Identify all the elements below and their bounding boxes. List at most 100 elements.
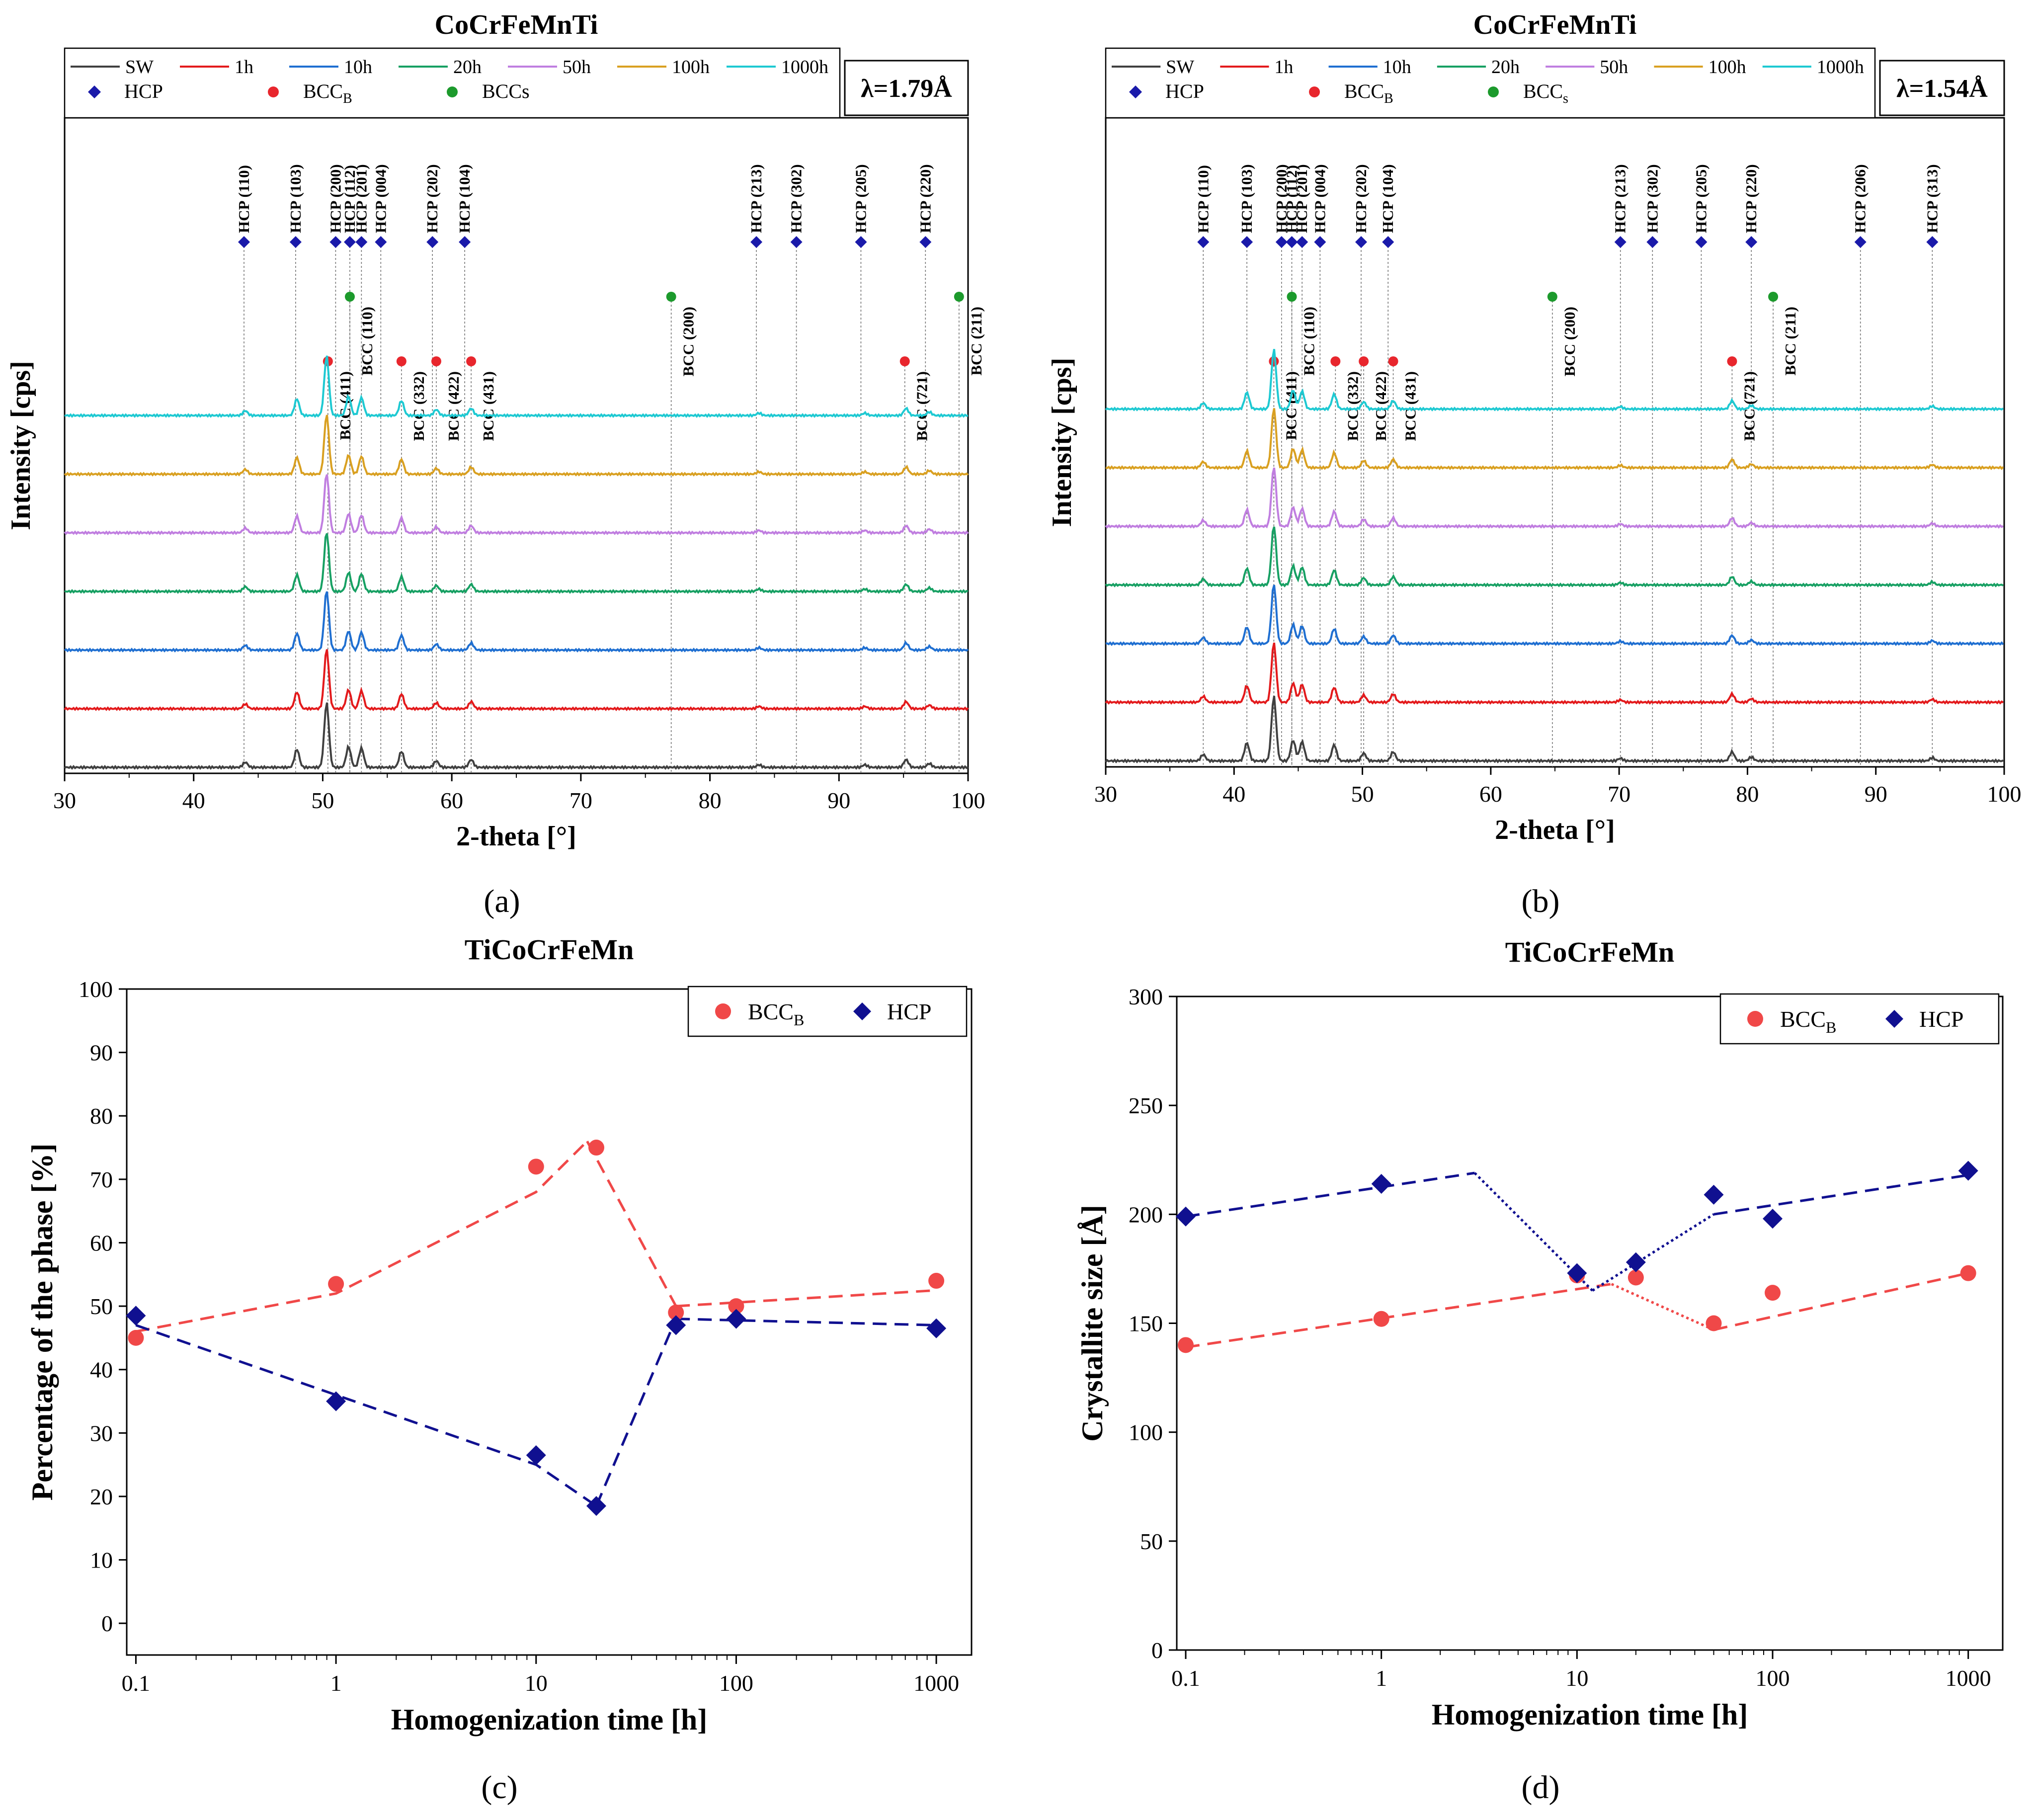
panel-d-crystallite-size-chart: TiCoCrFeMn 0 50 100 150 200 250 300 Crystallite … [1076,936,2004,1731]
x-tick-label: 1 [330,1670,342,1696]
trend-line-dashed [135,1140,588,1333]
hcp-label: HCP (200) [326,164,344,233]
x-tick-label: 10 [525,1670,548,1696]
x-tick-label: 1000 [913,1670,959,1696]
pattern-line-20h [64,533,969,594]
panel-label-b: (b) [1522,883,1560,919]
x-tick-label: 50 [1351,781,1374,807]
x-axis: 0.1 1 10 100 1000 [1171,1650,1991,1691]
point-bccb [1627,1269,1644,1286]
hcp-label: HCP (201) [352,164,370,233]
legend: BCCB HCP [1719,993,2000,1045]
point-hcp [1763,1209,1783,1229]
hcp-marker [289,236,302,248]
legend-marker-hcp [1885,1010,1903,1028]
legend-marker-bccB [268,86,279,97]
hcp-label: HCP (202) [423,164,441,233]
legend-marker-bccs [447,86,458,97]
hcp-marker [1854,236,1867,248]
hcp-marker [790,236,803,248]
legend-label: HCP [1919,1006,1963,1032]
x-tick-label: 50 [311,788,334,813]
legend-marker-bccb [1747,1011,1763,1027]
panel-label-a: (a) [484,883,520,919]
y-axis-label: Intensity [cps] [1047,358,1077,527]
hcp-marker [1382,236,1394,248]
bccb-marker [1359,356,1369,366]
bccs-marker [1768,292,1779,302]
pattern-line-SW [1105,695,2004,764]
y-axis-label: Percentage of the phase [%] [26,1144,59,1501]
hcp-label: HCP (213) [1612,164,1629,233]
hcp-marker [329,236,342,248]
hcp-label: HCP (200) [1273,164,1290,233]
bccb-label: BCC (431) [480,371,497,441]
y-tick-label: 90 [90,1040,113,1066]
hcp-marker [1241,236,1253,248]
bccb-marker [1269,356,1279,366]
hcp-label: HCP (220) [1742,164,1760,233]
bccs-label: BCC (110) [1301,307,1318,376]
legend-line-label-20h: 20h [1491,57,1520,78]
hcp-label: HCP (213) [747,164,765,233]
y-tick-label: 40 [90,1357,113,1383]
hcp-label: HCP (313) [1923,164,1941,233]
bccs-label: BCC (110) [358,307,376,376]
y-tick-label: 100 [79,977,113,1002]
legend-box [64,47,841,119]
data-points [1176,1160,1978,1353]
hcp-label: HCP (302) [1643,164,1661,233]
bccb-label: BCC (332) [1344,371,1361,441]
bccb-marker [466,356,477,366]
y-tick-label: 60 [90,1230,113,1255]
legend-line-label-10h: 10h [344,57,372,78]
point-bccb [328,1276,344,1292]
y-tick-label: 20 [90,1484,113,1509]
chart-title: CoCrFeMnTi [1473,9,1637,40]
bccb-label: BCC (422) [1372,371,1389,441]
legend-line-label-50h: 50h [1600,57,1628,78]
hcp-marker [855,236,867,248]
point-hcp [1371,1173,1391,1194]
legend-line-label-SW: SW [125,57,154,78]
legend-line-label-1000h: 1000h [781,57,828,78]
hcp-marker [426,236,439,248]
bccb-marker [1330,356,1341,366]
hcp-label: HCP (220) [916,164,934,233]
wavelength-box [1879,60,2005,116]
bccs-label: BCC (211) [1782,307,1799,376]
bccb-label: BCC (332) [410,371,427,441]
hcp-label: HCP (206) [1852,164,1869,233]
hcp-marker [1614,236,1627,248]
point-hcp [926,1318,947,1338]
hcp-label: HCP (112) [341,165,358,233]
pattern-line-10h [1105,584,2004,646]
y-axis-label: Intensity [cps] [5,361,36,530]
bccb-marker [396,356,407,366]
hcp-marker [919,236,932,248]
x-tick-label: 40 [182,788,205,813]
point-bccb [128,1329,144,1346]
point-hcp [666,1315,686,1335]
hcp-marker [355,236,368,248]
hcp-label: HCP (104) [1379,164,1396,233]
y-tick-label: 70 [90,1167,113,1192]
x-axis: 0.1 1 10 100 1000 [122,1655,959,1696]
bccs-marker [344,292,355,302]
y-tick-label: 80 [90,1103,113,1129]
hcp-marker [1695,236,1708,248]
legend-marker-hcp [853,1002,871,1020]
pattern-line-50h [64,474,969,535]
point-hcp [1176,1206,1196,1227]
hcp-label: HCP (110) [1194,165,1212,233]
x-tick-label: 60 [1479,781,1502,807]
x-tick-label: 40 [1222,781,1245,807]
hcp-label: HCP (302) [788,164,805,233]
point-hcp [1958,1160,1978,1181]
bccs-label: BCC (211) [968,307,985,376]
x-axis-label: Homogenization time [h] [391,1703,708,1736]
legend-line-label-50h: 50h [563,57,591,78]
hcp-marker [238,236,250,248]
hcp-marker [1745,236,1758,248]
